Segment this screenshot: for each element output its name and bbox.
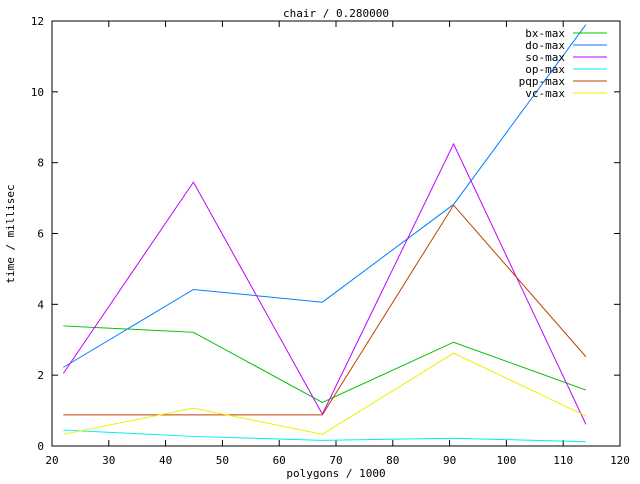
x-tick-label: 50 (216, 454, 229, 467)
legend-label: vc-max (525, 87, 565, 100)
y-tick-label: 8 (37, 157, 44, 170)
y-tick-label: 6 (37, 228, 44, 241)
y-tick-label: 0 (37, 440, 44, 453)
x-tick-label: 110 (553, 454, 573, 467)
y-axis-label: time / millisec (4, 184, 17, 283)
y-tick-label: 12 (31, 15, 44, 28)
y-tick-label: 4 (37, 298, 44, 311)
x-tick-label: 30 (102, 454, 115, 467)
legend-label: bx-max (525, 27, 565, 40)
x-tick-label: 20 (45, 454, 58, 467)
x-tick-label: 100 (496, 454, 516, 467)
chart-title: chair / 0.280000 (283, 7, 389, 20)
x-tick-label: 80 (386, 454, 399, 467)
series-line-pqp-max (63, 204, 587, 416)
series-line-op-max (63, 429, 586, 443)
x-axis-label: polygons / 1000 (286, 467, 385, 480)
legend-label: op-max (525, 63, 565, 76)
x-tick-label: 70 (329, 454, 342, 467)
y-tick-label: 2 (37, 369, 44, 382)
y-tick-label: 10 (31, 86, 44, 99)
x-tick-label: 90 (443, 454, 456, 467)
x-tick-label: 120 (610, 454, 630, 467)
series-line-bx-max (63, 325, 587, 403)
legend-label: pqp-max (519, 75, 566, 88)
series-line-vc-max (63, 352, 587, 435)
legend-label: so-max (525, 51, 565, 64)
x-tick-label: 40 (159, 454, 172, 467)
series-line-do-max (63, 24, 587, 368)
legend-label: do-max (525, 39, 565, 52)
series-line-so-max (62, 142, 587, 425)
x-tick-label: 60 (273, 454, 286, 467)
